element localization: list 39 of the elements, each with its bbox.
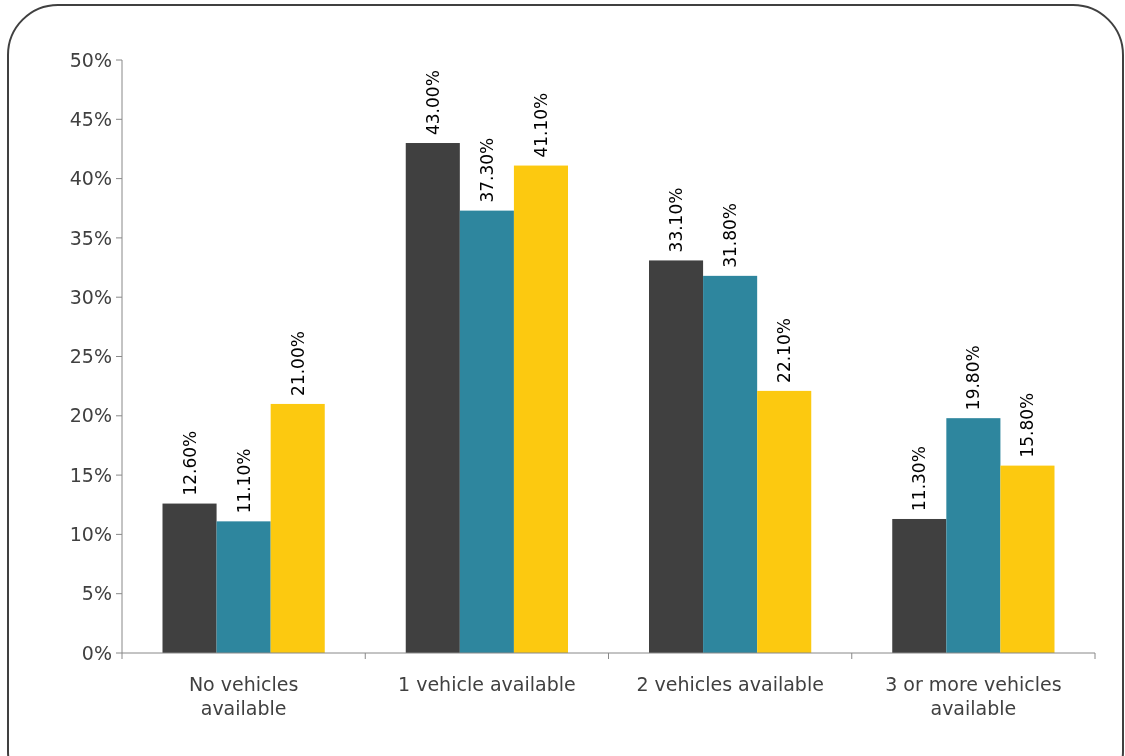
data-label: 37.30% bbox=[476, 137, 497, 203]
data-label: 41.10% bbox=[530, 92, 551, 158]
bar bbox=[703, 275, 758, 653]
data-label: 33.10% bbox=[666, 187, 687, 253]
data-label: 11.30% bbox=[909, 446, 930, 511]
data-label: 12.60% bbox=[179, 430, 200, 496]
bar bbox=[270, 403, 325, 653]
x-tick-label: 1 vehicle available bbox=[398, 673, 576, 695]
y-tick-label: 5% bbox=[81, 582, 112, 605]
data-label: 19.80% bbox=[963, 345, 984, 411]
data-label: 15.80% bbox=[1017, 392, 1038, 458]
data-label: 11.10% bbox=[233, 448, 254, 514]
y-tick-label: 40% bbox=[69, 167, 112, 190]
y-tick-label: 0% bbox=[81, 641, 112, 664]
data-label: 21.00% bbox=[287, 331, 308, 396]
y-tick-label: 10% bbox=[69, 523, 112, 546]
bar bbox=[892, 518, 947, 653]
y-tick-label: 35% bbox=[69, 226, 112, 249]
bar bbox=[216, 521, 271, 653]
data-label: 22.10% bbox=[774, 318, 795, 383]
data-label: 43.00% bbox=[422, 70, 443, 136]
bar bbox=[162, 503, 217, 653]
y-tick-label: 25% bbox=[69, 345, 112, 368]
bar bbox=[405, 143, 460, 653]
bar bbox=[757, 390, 812, 653]
bar bbox=[1000, 465, 1055, 653]
y-tick-label: 50% bbox=[69, 48, 112, 71]
y-tick-label: 20% bbox=[69, 404, 112, 427]
x-tick-label: No vehicles available bbox=[188, 673, 299, 719]
x-tick-label: 2 vehicles available bbox=[636, 673, 824, 695]
bar bbox=[946, 418, 1001, 653]
y-tick-label: 15% bbox=[69, 463, 112, 486]
bar bbox=[649, 260, 704, 653]
bar bbox=[459, 210, 514, 653]
y-tick-label: 30% bbox=[69, 285, 112, 308]
data-label: 31.80% bbox=[720, 203, 741, 268]
x-tick-label: 3 or more vehicles available bbox=[885, 673, 1062, 719]
y-tick-label: 45% bbox=[69, 107, 112, 130]
bar bbox=[513, 165, 568, 653]
